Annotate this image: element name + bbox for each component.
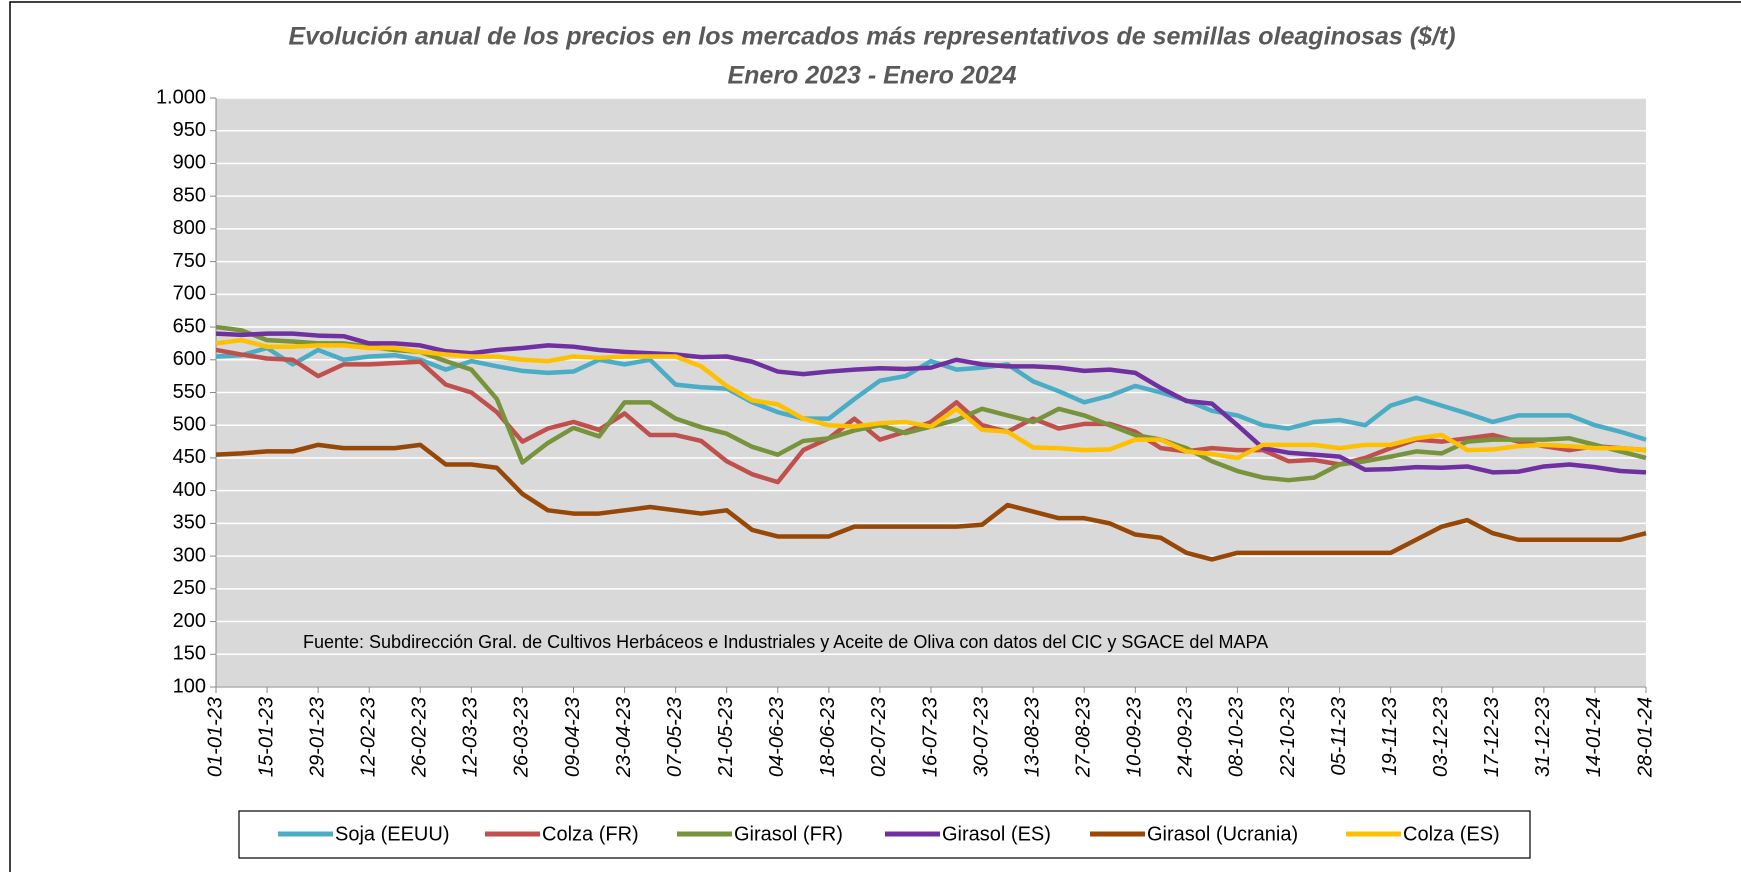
y-tick-label: 600 <box>173 348 206 370</box>
x-tick-label: 12-03-23 <box>460 697 482 777</box>
legend-label: Girasol (ES) <box>942 823 1051 845</box>
y-tick-label: 750 <box>173 250 206 272</box>
x-tick-label: 28-01-24 <box>1634 697 1656 778</box>
legend-label: Soja (EEUU) <box>335 823 449 845</box>
x-tick-label: 17-12-23 <box>1481 697 1503 777</box>
legend-label: Girasol (FR) <box>734 823 843 845</box>
x-tick-label: 27-08-23 <box>1072 697 1094 778</box>
y-tick-label: 250 <box>173 577 206 599</box>
series-line <box>215 345 1647 442</box>
x-tick-label: 15-01-23 <box>255 697 277 777</box>
x-tick-label: 08-10-23 <box>1226 697 1248 777</box>
y-tick-label: 200 <box>173 610 206 632</box>
x-tick-label: 21-05-23 <box>715 697 737 778</box>
x-tick-label: 31-12-23 <box>1532 697 1554 777</box>
y-tick-label: 950 <box>173 119 206 141</box>
series-line <box>215 442 1647 562</box>
y-tick-label: 350 <box>173 512 206 534</box>
y-tick-label: 900 <box>173 152 206 174</box>
x-tick-label: 22-10-23 <box>1277 697 1299 778</box>
y-tick-label: 800 <box>173 217 206 239</box>
x-tick-label: 14-01-24 <box>1583 697 1605 777</box>
x-tick-label: 30-07-23 <box>970 697 992 777</box>
y-tick-label: 150 <box>173 643 206 665</box>
x-tick-label: 19-11-23 <box>1379 697 1401 776</box>
y-tick-label: 650 <box>173 315 206 337</box>
y-tick-label: 700 <box>173 283 206 305</box>
y-tick-label: 1.000 <box>156 86 206 108</box>
x-tick-label: 18-06-23 <box>817 697 839 777</box>
x-tick-label: 23-04-23 <box>613 697 635 778</box>
legend-box <box>238 810 1531 859</box>
series-line <box>215 337 1647 461</box>
y-tick-label: 850 <box>173 184 206 206</box>
legend-label: Colza (FR) <box>542 823 639 845</box>
x-tick-label: 26-02-23 <box>409 697 431 778</box>
y-tick-label: 100 <box>173 675 206 697</box>
x-tick-label: 07-05-23 <box>664 697 686 777</box>
x-tick-label: 03-12-23 <box>1430 697 1452 777</box>
x-tick-label: 29-01-23 <box>306 697 328 778</box>
y-tick-label: 500 <box>173 414 206 436</box>
annotation: Fuente: Subdirección Gral. de Cultivos H… <box>303 632 1268 652</box>
x-tick-label: 09-04-23 <box>562 697 584 777</box>
x-tick-label: 05-11-23 <box>1328 697 1350 776</box>
chart-subtitle: Enero 2023 - Enero 2024 <box>727 62 1016 90</box>
x-tick-label: 12-02-23 <box>357 697 379 777</box>
y-tick-label: 550 <box>173 381 206 403</box>
y-tick-label: 300 <box>173 544 206 566</box>
legend-label: Colza (ES) <box>1403 823 1500 845</box>
legend-label: Girasol (Ucrania) <box>1147 823 1298 845</box>
chart-title: Evolución anual de los precios en los me… <box>288 23 1455 51</box>
x-tick-label: 13-08-23 <box>1021 697 1043 777</box>
x-tick-label: 10-09-23 <box>1124 697 1146 777</box>
x-tick-label: 16-07-23 <box>919 697 941 777</box>
chart-border <box>9 1 1741 872</box>
y-tick-label: 450 <box>173 446 206 468</box>
x-tick-label: 02-07-23 <box>868 697 890 777</box>
y-tick-label: 400 <box>173 479 206 501</box>
series-line <box>215 331 1647 475</box>
x-tick-label: 24-09-23 <box>1175 697 1197 778</box>
x-tick-label: 04-06-23 <box>766 697 788 777</box>
x-tick-label: 26-03-23 <box>511 697 533 778</box>
x-tick-label: 01-01-23 <box>204 697 226 777</box>
